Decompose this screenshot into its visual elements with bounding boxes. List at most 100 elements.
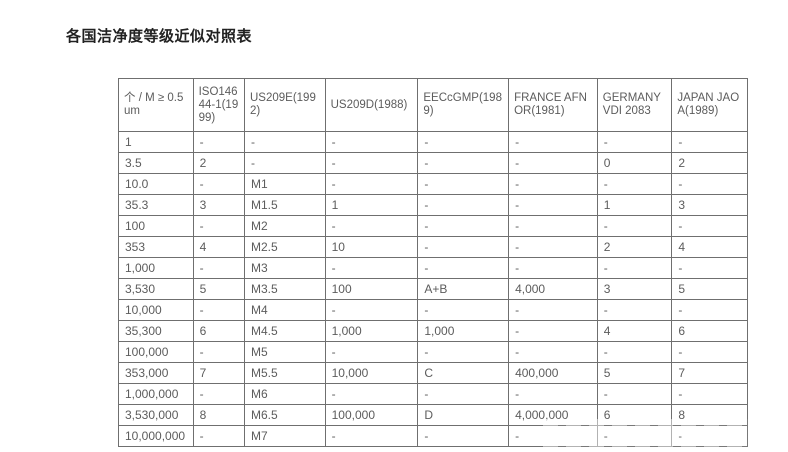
- table-cell: 100,000: [118, 341, 194, 363]
- table-cell: -: [324, 215, 419, 237]
- table-cell: -: [508, 299, 598, 321]
- column-header: ISO14644-1(1999): [192, 78, 245, 132]
- table-cell: -: [671, 425, 748, 447]
- table-cell: M3.5: [243, 278, 326, 300]
- table-cell: -: [417, 383, 510, 405]
- table-cell: 400,000: [508, 362, 598, 384]
- table-cell: 10.0: [118, 173, 194, 195]
- table-row: 3,530,000 8 M6.5 100,000 D 4,000,000 6 8: [118, 404, 748, 426]
- column-header: US209D(1988): [324, 78, 419, 132]
- table-cell: -: [596, 299, 673, 321]
- table-row: 1,000,000- M6- - - - -: [118, 383, 748, 405]
- table-row: 10,000,000- M7- - - - -: [118, 425, 748, 447]
- table-cell: -: [417, 152, 510, 174]
- table-cell: -: [192, 257, 245, 279]
- header-row: 个 / M ≥ 0.5um ISO14644-1(1999) US209E(1992…: [118, 78, 748, 132]
- table-cell: -: [192, 341, 245, 363]
- table-row: 35,300 6 M4.5 1,000 1,000-4 6: [118, 320, 748, 342]
- table-cell: 0: [596, 152, 673, 174]
- table-cell: -: [324, 131, 419, 153]
- table-cell: 1,000: [324, 320, 419, 342]
- table-cell: M4: [243, 299, 326, 321]
- table-cell: 6: [192, 320, 245, 342]
- table-cell: M6.5: [243, 404, 326, 426]
- table-cell: -: [417, 341, 510, 363]
- table-cell: -: [508, 131, 598, 153]
- table-cell: -: [324, 152, 419, 174]
- table-row: 10,000- M4- - - - -: [118, 299, 748, 321]
- table-cell: -: [324, 425, 419, 447]
- column-header: JAPAN JAOA(1989): [671, 78, 748, 132]
- table-row: 35.3 3 M1.5 1- -1 3: [118, 194, 748, 216]
- table-cell: -: [192, 383, 245, 405]
- table-cell: -: [508, 320, 598, 342]
- table-row: 3.5 2- - - -0 2: [118, 152, 748, 174]
- table-cell: 4: [192, 236, 245, 258]
- table-cell: 6: [671, 320, 748, 342]
- table-cell: -: [417, 257, 510, 279]
- table-cell: 10,000: [324, 362, 419, 384]
- table-cell: 4,000,000: [508, 404, 598, 426]
- column-header: FRANCE AFNOR(1981): [508, 78, 598, 132]
- comparison-table: 个 / M ≥ 0.5um ISO14644-1(1999) US209E(1992…: [118, 78, 748, 447]
- table-cell: 35.3: [118, 194, 194, 216]
- column-header: GERMANY VDI 2083: [596, 78, 673, 132]
- table-cell: 3.5: [118, 152, 194, 174]
- table-cell: 1,000,000: [118, 383, 194, 405]
- table-cell: 4,000: [508, 278, 598, 300]
- table-cell: 6: [596, 404, 673, 426]
- table-cell: -: [508, 257, 598, 279]
- table-cell: M3: [243, 257, 326, 279]
- table-cell: -: [596, 215, 673, 237]
- table-cell: 1: [118, 131, 194, 153]
- table-cell: 1,000: [118, 257, 194, 279]
- table-cell: -: [508, 236, 598, 258]
- table-cell: D: [417, 404, 510, 426]
- table-cell: -: [508, 215, 598, 237]
- table-cell: 4: [596, 320, 673, 342]
- table-cell: 35,300: [118, 320, 194, 342]
- table-cell: 3: [596, 278, 673, 300]
- table-cell: -: [192, 215, 245, 237]
- table-cell: 3: [192, 194, 245, 216]
- table-row: 10.0- M1- - - - -: [118, 173, 748, 195]
- table-cell: 1: [596, 194, 673, 216]
- table-row: 353 4 M2.5 10- -2 4: [118, 236, 748, 258]
- table-cell: -: [192, 173, 245, 195]
- table-cell: -: [243, 131, 326, 153]
- table-cell: -: [324, 173, 419, 195]
- table-cell: -: [508, 383, 598, 405]
- table-cell: M2.5: [243, 236, 326, 258]
- table-cell: 353,000: [118, 362, 194, 384]
- table-cell: 2: [192, 152, 245, 174]
- table-cell: -: [671, 383, 748, 405]
- table-cell: -: [596, 131, 673, 153]
- table-cell: 2: [596, 236, 673, 258]
- table-row: 353,000 7 M5.5 10,000 C 400,000 5 7: [118, 362, 748, 384]
- table-cell: 1,000: [417, 320, 510, 342]
- table-row: 100- M2- - - - -: [118, 215, 748, 237]
- table-row: 1,000- M3- - - - -: [118, 257, 748, 279]
- column-header: 个 / M ≥ 0.5um: [118, 78, 194, 132]
- table-cell: 353: [118, 236, 194, 258]
- table-cell: 8: [192, 404, 245, 426]
- table-cell: A+B: [417, 278, 510, 300]
- table-header: 个 / M ≥ 0.5um ISO14644-1(1999) US209E(1992…: [118, 78, 748, 132]
- table-cell: C: [417, 362, 510, 384]
- table-cell: -: [417, 236, 510, 258]
- table-row: 1-------: [118, 131, 748, 153]
- table-cell: -: [508, 194, 598, 216]
- table-cell: M5.5: [243, 362, 326, 384]
- table-cell: -: [671, 299, 748, 321]
- table-cell: -: [324, 383, 419, 405]
- table-cell: M1: [243, 173, 326, 195]
- table-cell: -: [243, 152, 326, 174]
- table-cell: 5: [192, 278, 245, 300]
- table-cell: -: [596, 383, 673, 405]
- page-title: 各国洁净度等级近似对照表: [66, 28, 253, 45]
- table-cell: -: [324, 299, 419, 321]
- table-cell: M2: [243, 215, 326, 237]
- table-cell: 8: [671, 404, 748, 426]
- table-cell: -: [417, 194, 510, 216]
- table-cell: -: [417, 173, 510, 195]
